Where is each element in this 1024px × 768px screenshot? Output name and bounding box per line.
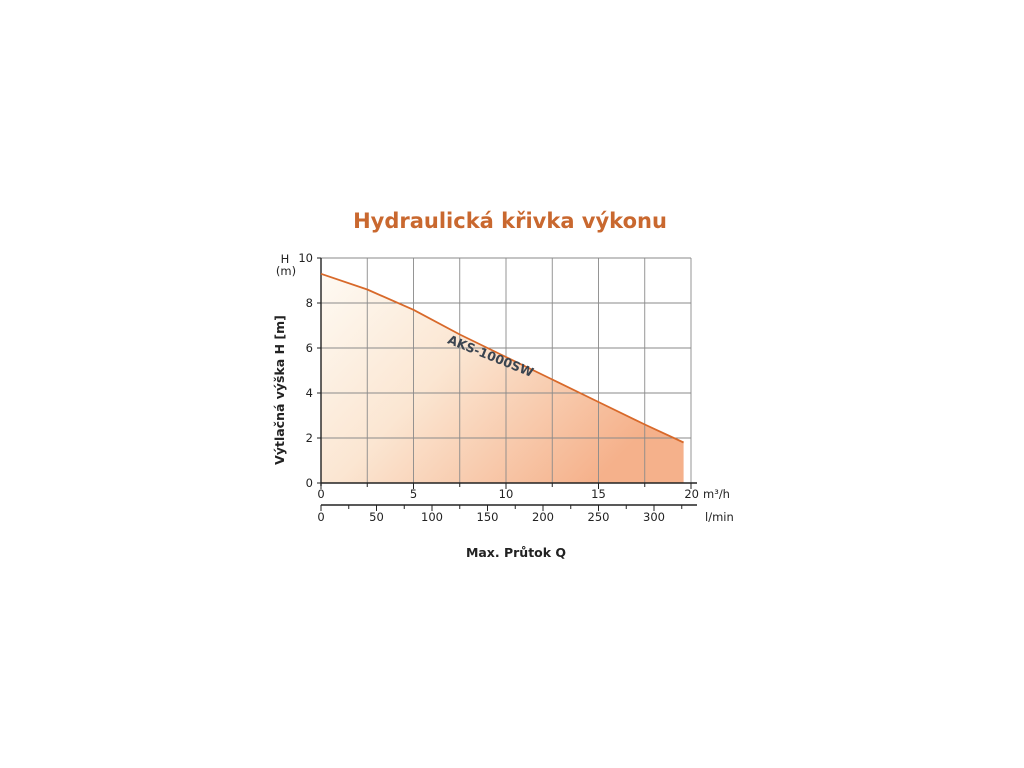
y-tick-label: 0 [306,476,313,490]
y-tick-label: 4 [306,386,313,400]
y-unit-m: (m) [276,264,296,278]
series-layer [320,272,684,444]
x-tick-label-bottom: 200 [532,510,554,524]
y-tick-label: 8 [306,296,313,310]
y-axis-label: Výtlačná výška H [m] [272,315,287,465]
x-tick-label-top: 15 [591,487,606,501]
y-unit-h: H [281,252,290,266]
y-tick-label: 2 [306,431,313,445]
x-tick-label-bottom: 300 [643,510,665,524]
x-tick-label-top: 5 [410,487,417,501]
y-tick-label: 6 [306,341,313,355]
chart-title: Hydraulická křivka výkonu [353,209,667,233]
x-unit-m3h: m³/h [703,487,730,501]
x-tick-label-bottom: 250 [588,510,610,524]
y-tick-label: 10 [298,251,313,265]
x-tick-label-top: 20 [684,487,699,501]
x-axis-label: Max. Průtok Q [466,545,566,560]
x-tick-label-bottom: 150 [477,510,499,524]
x-tick-label-bottom: 50 [369,510,384,524]
x-unit-lmin: l/min [705,510,734,524]
x-tick-label-top: 0 [317,487,324,501]
x-tick-label-bottom: 0 [317,510,324,524]
area-fill [321,273,684,483]
x-tick-label-bottom: 100 [421,510,443,524]
area-under-curve [321,273,684,483]
x-tick-label-top: 10 [499,487,514,501]
grid [321,257,692,483]
